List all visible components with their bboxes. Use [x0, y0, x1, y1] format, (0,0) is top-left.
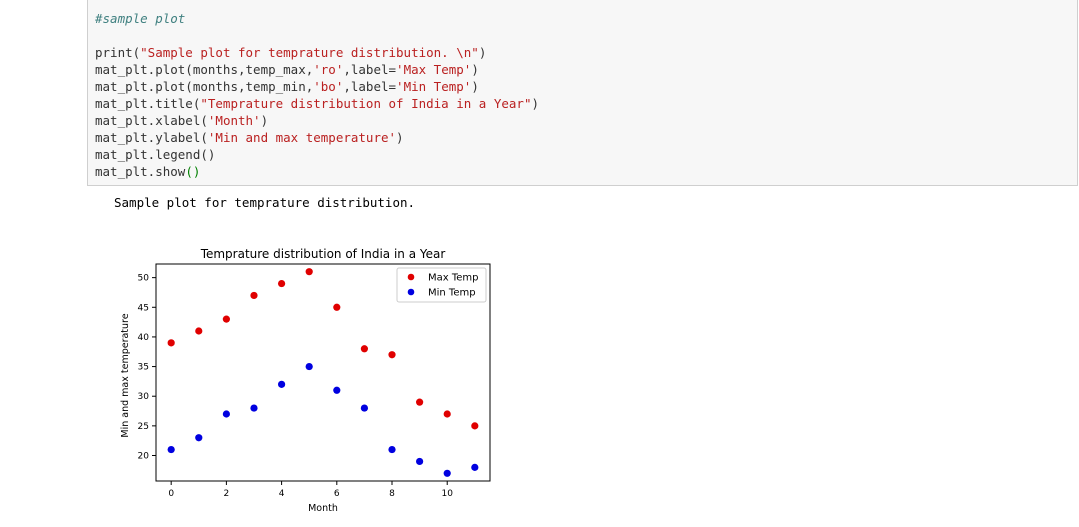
max-temp-point: [443, 410, 451, 418]
code-cell-input[interactable]: #sample plot print("Sample plot for temp…: [87, 0, 1078, 186]
x-tick-label: 6: [334, 489, 340, 499]
y-tick-label: 25: [138, 422, 149, 432]
min-temp-point: [195, 434, 203, 442]
max-temp-point: [360, 345, 369, 353]
x-tick-label: 4: [279, 489, 285, 499]
x-tick-label: 2: [224, 489, 230, 499]
min-temp-point: [167, 445, 175, 454]
max-temp-point: [333, 303, 341, 311]
code-comment: #sample plot: [95, 11, 186, 26]
code-editor[interactable]: #sample plot print("Sample plot for temp…: [95, 10, 539, 180]
x-tick-label: 0: [168, 489, 174, 499]
min-temp-point: [416, 457, 424, 466]
max-temp-point: [471, 422, 479, 430]
y-tick-label: 50: [138, 274, 150, 284]
max-temp-point: [250, 291, 258, 300]
legend-marker-max-temp: [407, 273, 415, 281]
min-temp-point: [250, 404, 258, 412]
min-temp-point: [277, 380, 286, 388]
legend-marker-min-temp: [407, 288, 415, 296]
y-tick-label: 35: [138, 363, 149, 373]
y-tick-label: 40: [138, 333, 150, 343]
x-axis-label: Month: [308, 503, 338, 514]
chart-title: Temprature distribution of India in a Ye…: [200, 247, 446, 261]
min-temp-point: [222, 410, 230, 418]
max-temp-point: [277, 279, 286, 288]
plot-area-frame: [155, 263, 491, 482]
max-temp-point: [222, 315, 230, 323]
min-temp-point: [388, 445, 396, 454]
min-temp-point: [443, 469, 451, 477]
y-tick-label: 45: [138, 303, 149, 313]
min-temp-point: [305, 362, 313, 371]
max-temp-point: [167, 339, 175, 347]
y-axis-label: Min and max temperature: [120, 313, 131, 437]
max-temp-point: [195, 327, 203, 335]
min-temp-point: [360, 404, 369, 412]
legend-label-max-temp: Max Temp: [428, 273, 479, 284]
legend-box: [396, 267, 487, 303]
min-temp-point: [471, 463, 479, 471]
y-tick-label: 20: [138, 452, 150, 462]
code-lines: print("Sample plot for temprature distri…: [95, 45, 540, 179]
min-temp-point: [333, 386, 341, 394]
cell-output-text: Sample plot for temprature distribution.: [114, 195, 416, 210]
x-tick-label: 10: [441, 489, 453, 499]
legend-label-min-temp: Min Temp: [428, 288, 476, 299]
y-tick-label: 30: [138, 392, 150, 402]
max-temp-point: [416, 398, 424, 406]
x-tick-label: 8: [389, 489, 395, 499]
max-temp-point: [388, 351, 396, 359]
max-temp-point: [305, 268, 313, 276]
